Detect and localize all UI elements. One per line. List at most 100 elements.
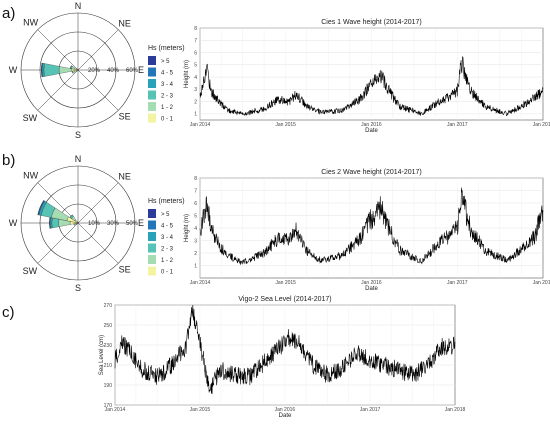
rose-petal-segment [58, 66, 72, 74]
legend-label: 3 - 4 [161, 82, 174, 88]
x-tick-label: Jan 2016 [361, 122, 382, 128]
wave-rose-b: 10% 30% 50% N NE E SE S SW W NW Hs (meters) > 5 4 - 5… [9, 154, 185, 293]
y-tick-label: 8 [194, 176, 197, 182]
compass-label-n: N [75, 154, 82, 164]
series-line [114, 304, 456, 394]
legend-swatch [148, 90, 156, 100]
rose-petal-segment [76, 223, 78, 225]
x-tick-label: Jan 2015 [190, 407, 211, 413]
legend-label: 4 - 5 [161, 224, 174, 230]
rose-spoke [37, 222, 79, 264]
y-tick-label: 5 [194, 63, 197, 69]
legend-label: 2 - 3 [161, 247, 174, 253]
wave-rose-a: 20% 40% 60% N NE E SE S SW W NW Hs (meters) > 5 4 - 5… [9, 1, 185, 140]
rose-ring-label: 50% [126, 221, 139, 227]
rose-petal-segment [77, 221, 78, 223]
rose-spoke [37, 29, 79, 71]
y-tick-label: 2 [194, 251, 197, 257]
x-tick-label: Jan 2014 [190, 280, 211, 286]
legend-label: > 5 [161, 59, 170, 65]
chart-vigo2-sea-level: 170 190 210 230 250 270 Jan 2014 Jan 2015 Jan 20… [99, 296, 466, 419]
legend-swatch [148, 102, 156, 111]
x-tick-label: Jan 2018 [533, 280, 550, 286]
compass-label-ne: NE [118, 18, 131, 28]
compass-label-sw: SW [23, 113, 38, 123]
y-tick-label: 1 [194, 112, 197, 118]
y-tick-label: 7 [194, 38, 197, 44]
x-tick-label: Jan 2016 [361, 280, 382, 286]
y-axis-label: Height (m) [184, 60, 190, 88]
y-axis-label: Sea Level (cm) [99, 335, 105, 375]
legend-label: 2 - 3 [161, 94, 174, 100]
y-tick-label: 3 [194, 87, 197, 93]
y-tick-label: 250 [104, 323, 113, 329]
y-tick-label: 210 [104, 363, 113, 369]
y-tick-label: 4 [194, 226, 197, 232]
rose-spoke [37, 69, 79, 111]
legend-label: 0 - 1 [161, 270, 174, 276]
y-tick-label: 170 [104, 403, 113, 409]
x-tick-label: Jan 2017 [360, 407, 381, 413]
y-tick-label: 3 [194, 238, 197, 244]
rose-petal-segment [76, 68, 78, 70]
rose-petal-segment [69, 65, 72, 69]
legend-label: > 5 [161, 212, 170, 218]
chart-cies1-wave-height: 1 2 3 4 5 6 7 8 Jan 2014 Jan 2015 Jan 2016 Jan 2017… [184, 19, 550, 134]
x-tick-label: Jan 2014 [105, 407, 126, 413]
series-line [199, 187, 544, 265]
x-axis-label: Date [365, 128, 378, 134]
x-tick-label: Jan 2014 [190, 122, 211, 128]
legend-label: 3 - 4 [161, 235, 174, 241]
rose-ring-label: 10% [88, 221, 101, 227]
y-tick-label: 230 [104, 343, 113, 349]
legend-swatch [148, 79, 156, 88]
y-tick-label: 5 [194, 213, 197, 219]
y-tick-label: 6 [194, 201, 197, 207]
legend-label: 1 - 2 [161, 258, 174, 264]
rose-petal-segment [73, 223, 75, 226]
legend-swatch [148, 243, 156, 253]
chart-title: Cies 2 Wave height (2014-2017) [321, 169, 422, 176]
y-tick-label: 8 [194, 26, 197, 32]
y-tick-label: 190 [104, 383, 113, 389]
x-tick-label: Jan 2018 [533, 122, 550, 128]
compass-label-se: SE [119, 112, 131, 122]
y-tick-label: 270 [104, 303, 113, 309]
chart-title: Cies 1 Wave height (2014-2017) [321, 19, 422, 26]
compass-label-nw: NW [23, 18, 38, 28]
legend-label: 4 - 5 [161, 71, 174, 77]
panel-label-a: a) [2, 5, 15, 22]
rose-petal-segment [40, 62, 43, 78]
legend-swatch [148, 232, 156, 241]
rose-petal-segment [51, 217, 60, 229]
x-tick-label: Jan 2017 [447, 122, 468, 128]
y-tick-label: 2 [194, 99, 197, 105]
compass-label-n: N [75, 1, 82, 11]
compass-label-s: S [75, 283, 81, 293]
rose-ring-label: 20% [88, 68, 101, 74]
rose-spoke [77, 222, 119, 264]
compass-label-se: SE [119, 265, 131, 275]
legend-swatch [148, 220, 156, 230]
compass-label-w: W [9, 218, 18, 228]
compass-label-sw: SW [23, 266, 38, 276]
rose-petal-segment [43, 63, 60, 77]
chart-title: Vigo-2 Sea Level (2014-2017) [238, 296, 331, 303]
legend-title: Hs (meters) [148, 45, 185, 52]
series-line [199, 55, 544, 117]
y-tick-label: 1 [194, 263, 197, 269]
chart-cies2-wave-height: 1 2 3 4 5 6 7 8 Jan 2014 Jan 2015 Jan 2016 Jan 2017… [184, 169, 550, 292]
legend-swatch [148, 56, 156, 65]
x-axis-label: Date [279, 413, 292, 419]
compass-label-nw: NW [23, 171, 38, 181]
compass-label-e: E [138, 65, 144, 75]
legend-swatch [148, 255, 156, 264]
y-tick-label: 6 [194, 50, 197, 56]
rose-spoke [77, 69, 119, 111]
rose-ring-label: 60% [126, 68, 139, 74]
compass-label-ne: NE [118, 171, 131, 181]
panel-label-b: b) [2, 152, 15, 169]
rose-ring-label: 40% [107, 68, 120, 74]
compass-label-s: S [75, 130, 81, 140]
